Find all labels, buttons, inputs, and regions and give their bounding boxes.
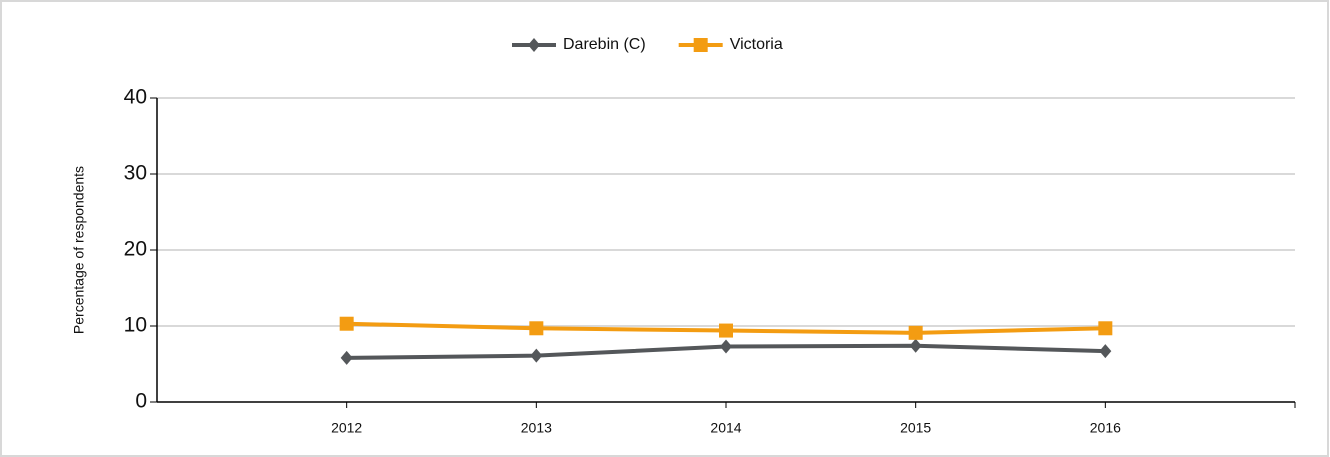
point — [340, 350, 353, 365]
x-tick-label: 2014 — [710, 420, 741, 436]
point — [908, 325, 923, 340]
y-tick-label: 30 — [124, 162, 147, 185]
y-tick-label: 10 — [124, 314, 147, 337]
legend-label: Darebin (C) — [563, 36, 646, 53]
legend-marker — [528, 38, 540, 52]
point — [1099, 344, 1112, 359]
y-tick-label: 0 — [135, 390, 147, 413]
legend-marker — [693, 38, 708, 52]
point — [339, 316, 354, 331]
legend-label: Victoria — [730, 36, 783, 53]
x-tick-label: 2016 — [1090, 420, 1121, 436]
point — [1098, 321, 1113, 336]
y-tick-label: 40 — [124, 86, 147, 109]
point — [909, 338, 922, 353]
point — [530, 348, 543, 363]
y-axis-label: Percentage of respondents — [71, 166, 87, 334]
x-tick-label: 2012 — [331, 420, 362, 436]
point — [529, 321, 544, 336]
point — [719, 323, 733, 338]
point — [720, 339, 732, 354]
x-tick-label: 2013 — [521, 420, 552, 436]
x-tick-label: 2015 — [900, 420, 931, 436]
y-tick-label: 20 — [124, 238, 147, 261]
